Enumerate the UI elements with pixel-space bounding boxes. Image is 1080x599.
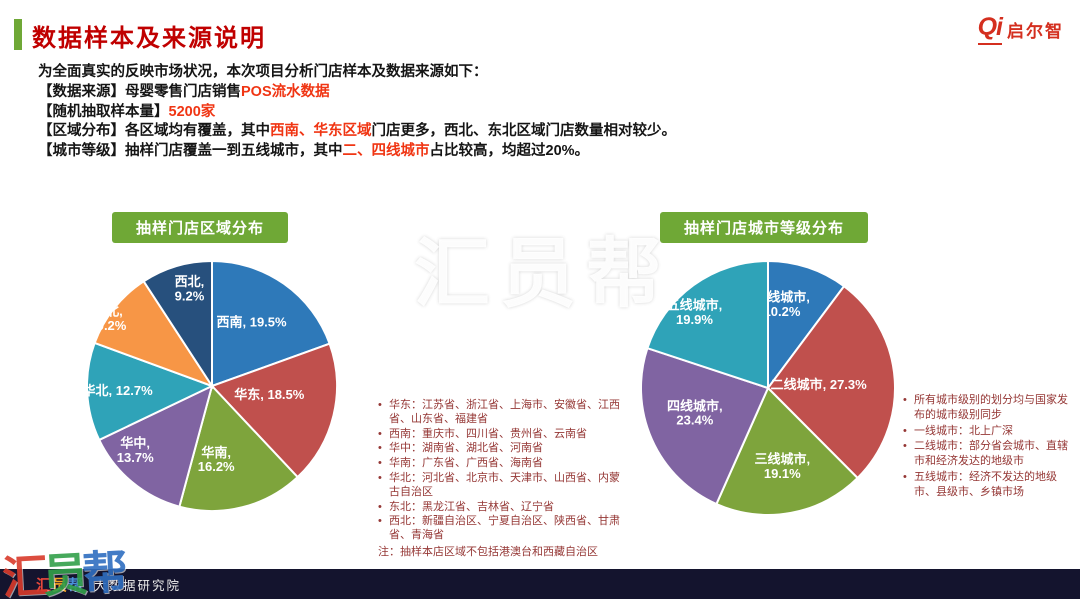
brand-char: 汇 xyxy=(36,576,53,594)
city-tier-notes: 所有城市级别的划分均与国家发布的城市级别同步一线城市：北上广深二线城市：部分省会… xyxy=(903,393,1075,501)
pie-slice-一线城市 xyxy=(767,259,846,392)
pie-slice-西南 xyxy=(211,259,331,388)
text-segment: 为全面真实的反映市场状况，本次项目分析门店样本及数据来源如下： xyxy=(38,64,488,80)
intro-line-4: 【区域分布】各区域均有覆盖，其中西南、华东区域门店更多，西北、东北区域门店数量相… xyxy=(38,122,1018,142)
pie-slice-华东 xyxy=(210,342,338,479)
note-item: 二线城市：部分省会城市、直辖市和经济发达的地级市 xyxy=(903,439,1075,469)
note-item: 所有城市级别的划分均与国家发布的城市级别同步 xyxy=(903,393,1075,423)
brand-char: 帮 xyxy=(80,545,124,599)
brand-char: 员 xyxy=(40,547,84,599)
pie-label-三线城市: 三线城市, 19.1% xyxy=(754,451,810,480)
note-item: 华中：湖南省、湖北省、河南省 xyxy=(378,442,620,456)
text-segment: 【城市等级】抽样门店覆盖一到五线城市，其中 xyxy=(38,143,343,160)
brand-char: 帮 xyxy=(68,576,85,594)
intro-line-1: 为全面真实的反映市场状况，本次项目分析门店样本及数据来源如下： xyxy=(38,63,1018,83)
text-segment: 【随机抽取样本量】 xyxy=(38,103,169,120)
brand-logo-text: 启尔智 xyxy=(1007,21,1064,41)
pie-slice-华南 xyxy=(178,384,299,512)
footer-brand-logo: 汇员帮 xyxy=(36,574,84,595)
note-item: 西北：新疆自治区、宁夏自治区、陕西省、甘肃省、青海省 xyxy=(378,515,620,543)
note-item: 西南：重庆市、四川省、贵州省、云南省 xyxy=(378,428,620,442)
brand-char: 汇 xyxy=(0,550,44,599)
pie-slice-西北 xyxy=(142,259,213,390)
pie-label-西北: 西北, 9.2% xyxy=(175,274,205,303)
pie-slice-五线城市 xyxy=(646,259,769,390)
footer-subtitle: 大数据研究院 xyxy=(94,578,182,593)
brand-logo: Qi 启尔智 xyxy=(977,13,1064,45)
qi-logo-icon: Qi xyxy=(977,13,1003,45)
region-notes-footnote: 注：抽样本店区域不包括港澳台和西藏自治区 xyxy=(378,545,598,558)
footer-bar: 汇员帮 大数据研究院 xyxy=(0,569,1080,599)
pie-slice-华中 xyxy=(97,384,214,508)
highlight-text: 二、四线城市 xyxy=(342,143,430,160)
text-segment: 【数据来源】母婴零售门店销售 xyxy=(38,83,241,100)
pie-slice-四线城市 xyxy=(640,346,770,506)
pie-slice-二线城市 xyxy=(766,284,896,480)
pie-slice-三线城市 xyxy=(715,386,860,516)
highlight-text: 5200家 xyxy=(168,103,216,120)
pie-label-华南: 华南, 16.2% xyxy=(198,445,235,474)
highlight-text: POS流水数据 xyxy=(241,83,330,100)
region-notes: 华东：江苏省、浙江省、上海市、安徽省、江西省、山东省、福建省西南：重庆市、四川省… xyxy=(378,399,620,560)
intro-line-5: 【城市等级】抽样门店覆盖一到五线城市，其中二、四线城市占比较高，均超过20%。 xyxy=(38,142,1018,162)
intro-line-2: 【数据来源】母婴零售门店销售POS流水数据 xyxy=(38,83,1018,103)
page-title: 数据样本及来源说明 xyxy=(32,25,266,52)
intro-text: 为全面真实的反映市场状况，本次项目分析门店样本及数据来源如下： 【数据来源】母婴… xyxy=(38,63,1018,162)
pie-slice-华北 xyxy=(86,341,215,442)
pie-label-华北: 华北, 12.7% xyxy=(83,383,154,398)
pie-slice-东北 xyxy=(93,279,215,388)
title-accent-bar xyxy=(14,19,22,50)
text-segment: 【区域分布】各区域均有覆盖，其中 xyxy=(38,123,270,140)
note-item: 华南：广东省、广西省、海南省 xyxy=(378,457,620,471)
pie-label-东北: 东北, 10.2% xyxy=(89,304,126,333)
note-item: 东北：黑龙江省、吉林省、辽宁省 xyxy=(378,501,620,515)
city-tier-notes-list: 所有城市级别的划分均与国家发布的城市级别同步一线城市：北上广深二线城市：部分省会… xyxy=(903,393,1075,500)
region-notes-list: 华东：江苏省、浙江省、上海市、安徽省、江西省、山东省、福建省西南：重庆市、四川省… xyxy=(378,399,620,543)
text-segment: 占比较高，均超过20%。 xyxy=(429,143,590,160)
pie-label-二线城市: 二线城市, 27.3% xyxy=(771,377,868,392)
corner-watermark: 汇员帮 xyxy=(0,536,124,599)
pie-label-华中: 华中, 13.7% xyxy=(117,435,154,464)
pie-label-西南: 西南, 19.5% xyxy=(216,314,287,329)
watermark-text: 汇员帮 xyxy=(414,232,672,317)
pie-label-华东: 华东, 18.5% xyxy=(234,387,305,402)
pie-label-四线城市: 四线城市, 23.4% xyxy=(667,398,723,427)
center-watermark: 汇员帮 xyxy=(292,212,672,322)
text-segment: 门店更多，西北、东北区域门店数量相对较少。 xyxy=(371,123,677,140)
note-item: 一线城市：北上广深 xyxy=(903,424,1075,439)
city-tier-pie-chart: 一线城市, 10.2%二线城市, 27.3%三线城市, 19.1%四线城市, 23.4… xyxy=(640,259,896,516)
brand-char: 员 xyxy=(52,576,69,594)
note-item: 华东：江苏省、浙江省、上海市、安徽省、江西省、山东省、福建省 xyxy=(378,399,620,427)
highlight-text: 西南、华东区域 xyxy=(270,123,372,140)
region-chart-title-badge: 抽样门店区域分布 xyxy=(112,212,289,243)
intro-line-3: 【随机抽取样本量】5200家 xyxy=(38,103,1018,123)
note-item: 五线城市：经济不发达的地级市、县级市、乡镇市场 xyxy=(903,470,1075,500)
region-pie-chart: 西南, 19.5% 华东, 18.5% 华南, 16.2% 华中, 13.7% 华北, 12… xyxy=(83,259,338,512)
note-item: 华北：河北省、北京市、天津市、山西省、内蒙古自治区 xyxy=(378,472,620,500)
pie-label-五线城市: 五线城市, 19.9% xyxy=(667,298,723,327)
city-tier-chart-title-badge: 抽样门店城市等级分布 xyxy=(660,212,869,243)
